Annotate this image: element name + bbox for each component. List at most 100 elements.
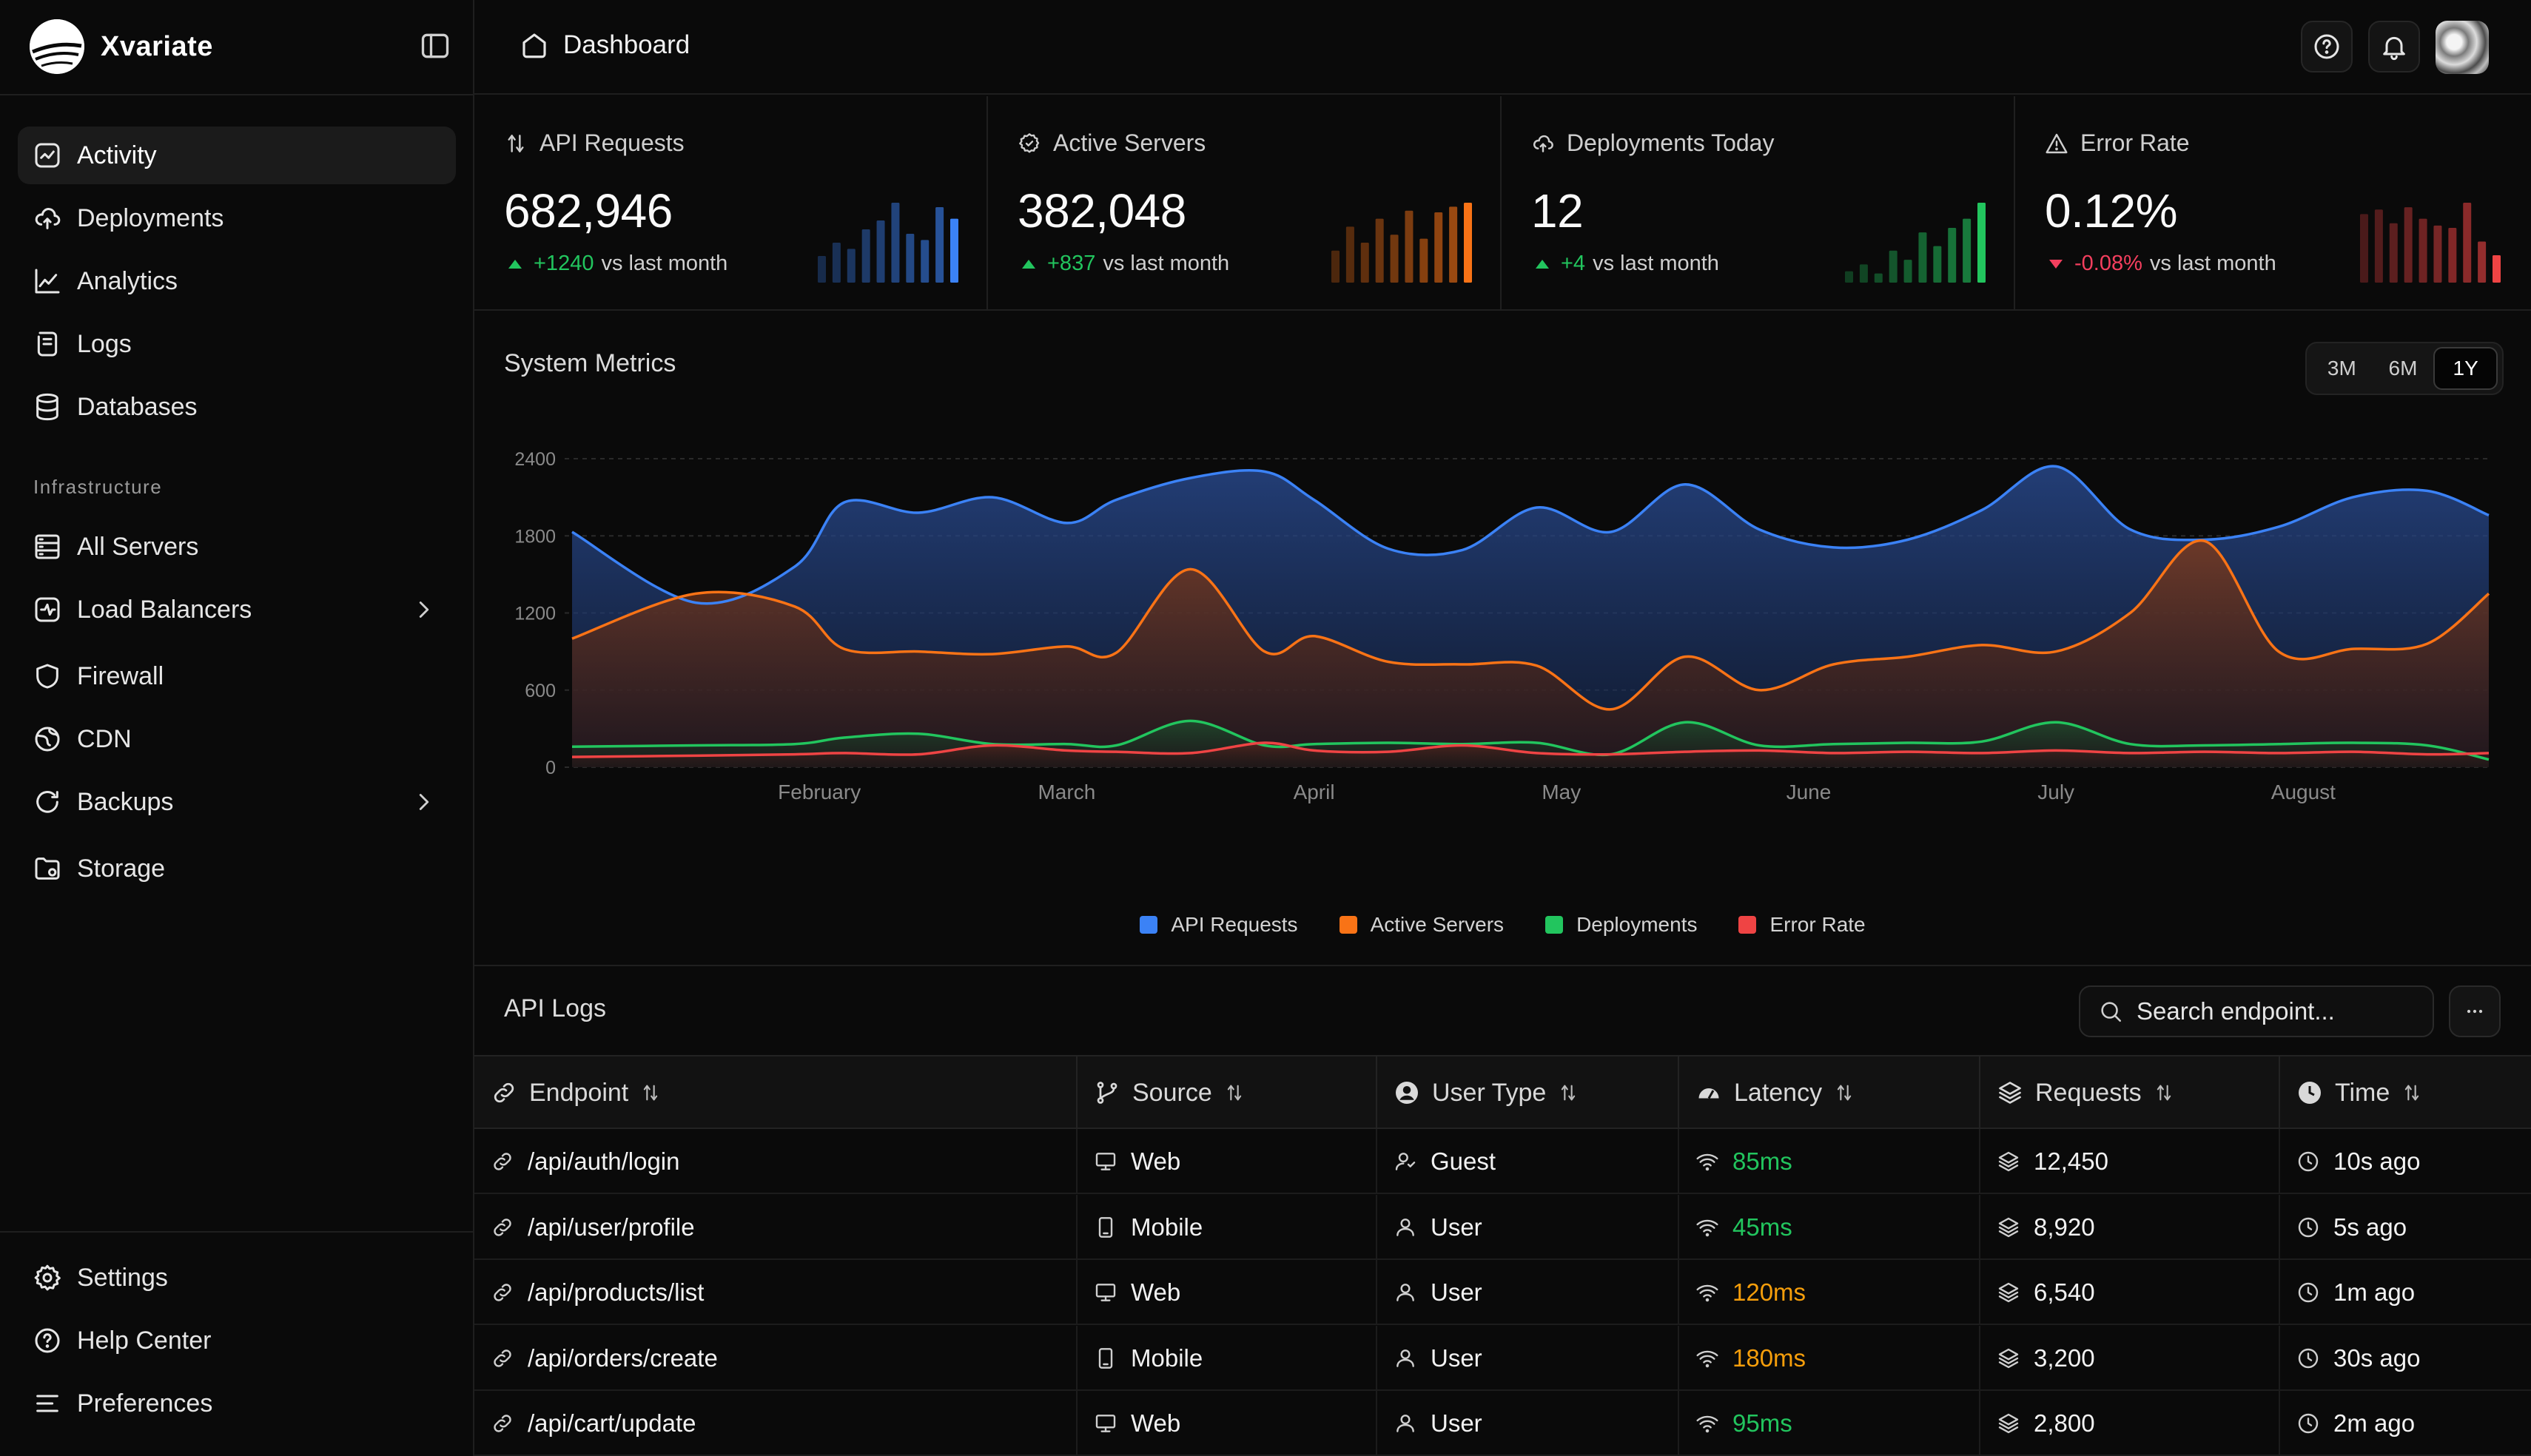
requests-cell: 12,450 [1980, 1129, 2280, 1194]
sort-icon[interactable] [1224, 1082, 1245, 1103]
sort-icon[interactable] [1834, 1082, 1855, 1103]
sidebar-item-label: Storage [77, 854, 166, 883]
column-header-user-type[interactable]: User Type [1377, 1056, 1679, 1129]
stat-card-api-requests[interactable]: API Requests 682,946 +1240 vs last month [474, 96, 988, 311]
sidebar-item-deployments[interactable]: Deployments [18, 189, 456, 247]
trend-down-icon [2049, 259, 2063, 269]
sidebar-item-all-servers[interactable]: All Servers [18, 518, 456, 576]
cell-value: /api/orders/create [528, 1344, 718, 1372]
sidebar-item-cdn[interactable]: CDN [18, 710, 456, 768]
sidebar-item-firewall[interactable]: Firewall [18, 647, 456, 705]
spark-bar [2404, 207, 2413, 283]
series-line-api-requests[interactable] [571, 465, 2490, 605]
sidebar-item-settings[interactable]: Settings [18, 1249, 456, 1307]
stat-value: 682,946 [504, 184, 673, 237]
range-1y-button[interactable]: 1Y [2433, 347, 2498, 390]
column-header-source[interactable]: Source [1078, 1056, 1377, 1129]
stat-card-deployments-today[interactable]: Deployments Today 12 +4 vs last month [1502, 96, 2015, 311]
sidebar-item-load-balancers[interactable]: Load Balancers [18, 581, 456, 638]
spark-bar [2419, 218, 2427, 283]
sidebar-item-databases[interactable]: Databases [18, 378, 456, 436]
system-metrics-chart[interactable]: 2400 1800 1200 600 0 February March April May Ju… [474, 423, 2531, 911]
stat-value: 12 [1531, 184, 1584, 237]
series-line-deployments[interactable] [571, 719, 2490, 761]
cell-value: /api/products/list [528, 1278, 705, 1306]
x-tick-label: March [1038, 781, 1095, 803]
brand-divider [0, 94, 474, 95]
stat-card-active-servers[interactable]: Active Servers 382,048 +837 vs last mont… [988, 96, 1502, 311]
legend-item-deployments[interactable]: Deployments [1545, 913, 1697, 937]
spark-bar [921, 240, 930, 283]
sidebar-item-activity[interactable]: Activity [18, 127, 456, 184]
sort-icon[interactable] [2154, 1082, 2174, 1103]
x-tick-label: July [2037, 781, 2074, 803]
notifications-button[interactable] [2368, 21, 2420, 73]
sidebar-toggle-icon[interactable] [419, 30, 451, 62]
x-tick-label: February [778, 781, 861, 803]
sort-icon[interactable] [2401, 1082, 2422, 1103]
cell-value: 120ms [1732, 1278, 1806, 1306]
table-row[interactable]: /api/cart/update Web User 95ms 2,800 2m ago [474, 1391, 2531, 1456]
legend-swatch [1545, 916, 1564, 934]
legend-item-error-rate[interactable]: Error Rate [1738, 913, 1866, 937]
column-header-time[interactable]: Time [2280, 1056, 2531, 1129]
help-button[interactable] [2301, 21, 2353, 73]
area-active-servers [572, 540, 2489, 767]
sidebar-item-backups[interactable]: Backups [18, 773, 456, 831]
stat-delta-value: +837 [1047, 252, 1096, 275]
home-icon [519, 30, 550, 61]
column-header-latency[interactable]: Latency [1679, 1056, 1980, 1129]
table-row[interactable]: /api/orders/create Mobile User 180ms 3,200 30… [474, 1325, 2531, 1391]
range-3m-button[interactable]: 3M [2327, 357, 2356, 380]
sidebar-item-logs[interactable]: Logs [18, 315, 456, 373]
wifi-icon [1695, 1150, 1719, 1173]
monitor-icon [1094, 1412, 1117, 1435]
spark-bar [1331, 250, 1340, 283]
sidebar: Xvariate Activity Deployments Analytics … [0, 0, 474, 1456]
help-circle-icon [33, 1326, 62, 1355]
table-row[interactable]: /api/user/profile Mobile User 45ms 8,920 5s a… [474, 1194, 2531, 1260]
layers-icon [1997, 1150, 2020, 1173]
sidebar-item-storage[interactable]: Storage [18, 840, 456, 897]
trend-up-icon [1536, 259, 1549, 269]
sidebar-item-preferences[interactable]: Preferences [18, 1375, 456, 1432]
search-input[interactable] [2137, 997, 2418, 1025]
stat-delta-suffix: vs last month [1593, 252, 1719, 275]
stat-card-error-rate[interactable]: Error Rate 0.12% -0.08% vs last month [2015, 96, 2529, 311]
xvariate-logo-icon [30, 19, 84, 74]
cell-value: 5s ago [2333, 1213, 2407, 1241]
table-row[interactable]: /api/auth/login Web Guest 85ms 12,450 10s ago [474, 1129, 2531, 1194]
shield-icon [33, 661, 62, 691]
trend-up-icon [508, 259, 522, 269]
spark-bar [1464, 203, 1472, 283]
chevron-right-icon[interactable] [410, 596, 438, 624]
range-6m-button[interactable]: 6M [2388, 357, 2418, 380]
sort-icon[interactable] [1558, 1082, 1579, 1103]
column-header-endpoint[interactable]: Endpoint [474, 1056, 1078, 1129]
app-name: Xvariate [101, 30, 213, 62]
legend-item-api-requests[interactable]: API Requests [1140, 913, 1298, 937]
legend-item-active-servers[interactable]: Active Servers [1339, 913, 1504, 937]
stat-delta: +4 vs last month [1536, 252, 1719, 276]
series-line-active-servers[interactable] [571, 539, 2490, 711]
spark-bar [818, 256, 826, 283]
series-line-error-rate[interactable] [571, 741, 2490, 758]
stat-delta-suffix: vs last month [2149, 252, 2276, 275]
more-options-button[interactable] [2449, 985, 2501, 1037]
user-type-cell: User [1377, 1391, 1679, 1456]
sparkline-api-requests [818, 203, 958, 283]
brand[interactable]: Xvariate [30, 19, 213, 74]
column-header-requests[interactable]: Requests [1980, 1056, 2280, 1129]
sort-icon[interactable] [640, 1082, 661, 1103]
sidebar-item-help-center[interactable]: Help Center [18, 1312, 456, 1369]
chevron-right-icon[interactable] [410, 788, 438, 816]
table-row[interactable]: /api/products/list Web User 120ms 6,540 1m ag… [474, 1260, 2531, 1325]
sidebar-item-label: Backups [77, 787, 174, 816]
x-tick-label: April [1294, 781, 1335, 803]
sidebar-item-analytics[interactable]: Analytics [18, 252, 456, 310]
stat-delta-suffix: vs last month [1103, 252, 1230, 275]
avatar[interactable] [2436, 21, 2489, 74]
stat-delta-value: +1240 [534, 252, 594, 275]
column-label: Endpoint [529, 1078, 629, 1107]
search-endpoint-box[interactable] [2079, 985, 2434, 1037]
